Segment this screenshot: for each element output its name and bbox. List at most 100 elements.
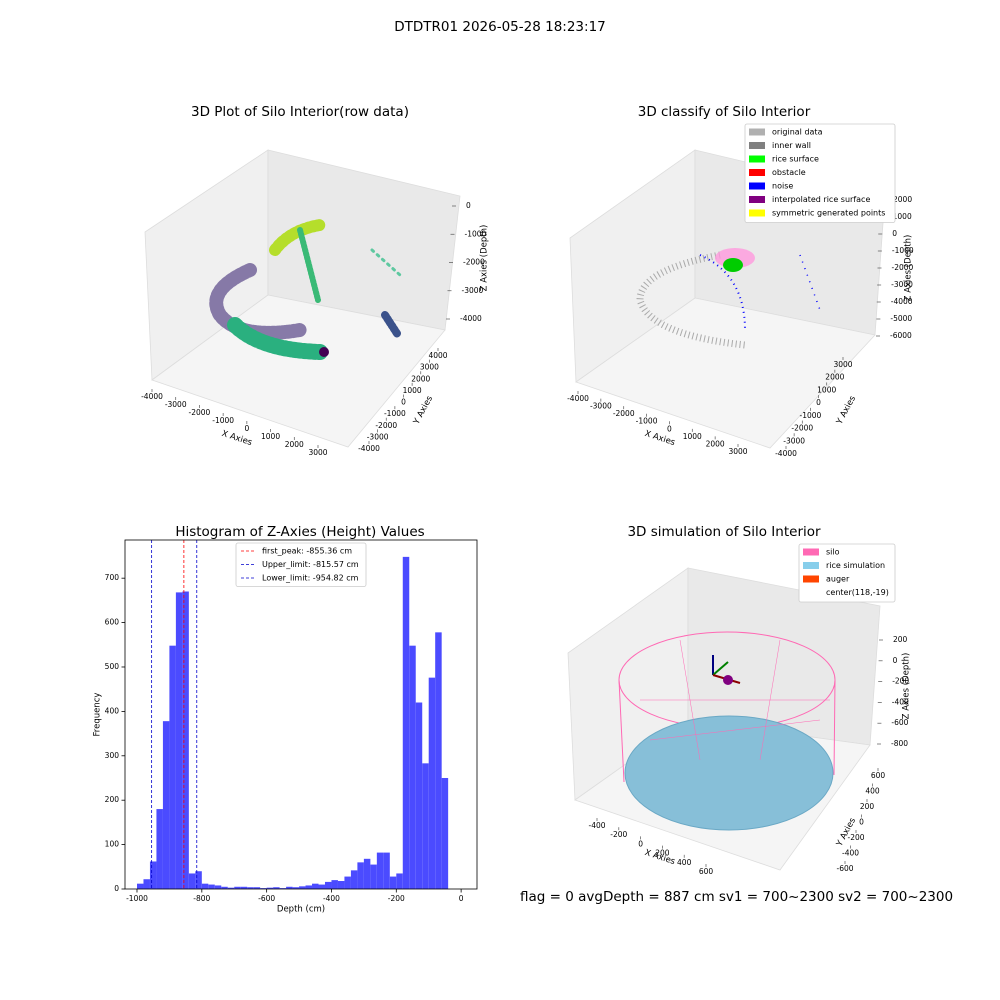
legend-label: original data: [772, 128, 823, 137]
y-axis-label: Frequency: [93, 693, 103, 737]
z-axis-label: Z Axies (Depth): [480, 225, 490, 292]
z-tick-label: -600: [891, 718, 908, 727]
y-tick-label: 700: [105, 573, 120, 582]
bar: [389, 876, 397, 889]
bar: [318, 884, 325, 889]
y-tick-label: -2000: [791, 424, 813, 433]
footer: flag = 0 avgDepth = 887 cm sv1 = 700~230…: [520, 889, 953, 905]
z-tick-label: -2000: [892, 263, 914, 272]
bar: [175, 592, 183, 889]
bar: [409, 645, 416, 889]
legend-label: first_peak: -855.36 cm: [262, 547, 352, 556]
z-tick-label: -200: [892, 677, 909, 686]
bar: [260, 888, 267, 889]
x-tick-label: -3000: [590, 402, 612, 411]
legend-label: symmetric generated points: [772, 209, 885, 218]
legend-swatch: [749, 142, 765, 149]
x-tick-label: -400: [323, 894, 340, 903]
bar: [273, 887, 280, 889]
legend-label: rice surface: [772, 155, 819, 164]
y-tick-label: -1000: [384, 409, 406, 418]
x-axis-label: Depth (cm): [277, 905, 325, 915]
bar: [253, 887, 261, 889]
y-tick-label: 500: [105, 662, 120, 671]
bar: [286, 886, 293, 889]
z-axis-label: Z Axies (Depth): [904, 235, 914, 302]
bar: [188, 873, 196, 889]
z-tick-label: -800: [891, 739, 908, 748]
legend-swatch: [749, 196, 765, 203]
y-tick-label: 2000: [411, 374, 430, 383]
chart-title: 3D Plot of Silo Interior(row data): [191, 104, 409, 120]
bar: [279, 888, 287, 889]
legend-label: silo: [826, 548, 840, 557]
x-tick-label: -3000: [165, 400, 187, 409]
z-tick-label: -3000: [462, 286, 484, 295]
y-axis-label: Y Axies: [411, 394, 435, 427]
legend-label: Lower_limit: -954.82 cm: [262, 574, 359, 583]
x-tick-label: -2000: [613, 409, 635, 418]
z-tick-label: 1000: [893, 212, 912, 221]
bar: [195, 871, 202, 889]
x-tick-label: 0: [667, 424, 672, 433]
legend-label: rice simulation: [826, 561, 885, 570]
y-tick-label: 100: [105, 840, 120, 849]
bar: [441, 777, 449, 889]
bar: [402, 556, 410, 889]
y-tick-label: 200: [105, 795, 120, 804]
legend-label: obstacle: [772, 168, 806, 177]
bar: [312, 883, 319, 889]
x-tick-label: -400: [588, 821, 605, 830]
z-tick-label: 2000: [893, 195, 912, 204]
x-tick-label: 1000: [261, 432, 280, 441]
bar: [396, 873, 403, 889]
panes: [569, 149, 886, 449]
legend-label: center(118,-19): [826, 588, 889, 597]
bar: [350, 870, 358, 889]
legend-label: auger: [826, 575, 850, 584]
figure-title: DTDTR01 2026-05-28 18:23:17: [394, 19, 606, 35]
chart-title: Histogram of Z-Axies (Height) Values: [175, 524, 424, 540]
x-tick-label: -1000: [126, 894, 148, 903]
legend-swatch: [803, 548, 819, 556]
bar: [435, 632, 442, 889]
plot-frame: [124, 539, 478, 890]
bar: [292, 887, 300, 889]
y-tick-label: -4000: [358, 444, 380, 453]
x-tick-label: -4000: [141, 392, 163, 401]
silo-model: [618, 631, 836, 831]
bar: [331, 880, 338, 889]
bar: [162, 721, 170, 889]
bar: [324, 881, 332, 889]
y-tick-label: -4000: [775, 449, 797, 458]
bar: [149, 861, 157, 889]
bar: [169, 645, 176, 889]
x-tick-label: 3000: [728, 447, 747, 456]
bar: [221, 886, 228, 889]
y-tick-label: -1000: [800, 411, 822, 420]
x-tick-label: -200: [388, 894, 405, 903]
z-tick-label: 0: [893, 656, 898, 665]
x-tick-label: -800: [193, 894, 210, 903]
bar: [422, 763, 429, 889]
y-tick-label: -2000: [375, 421, 397, 430]
z-axis-label: Z Axies (Depth): [902, 653, 912, 720]
bar: [136, 883, 144, 889]
legend-label: interpolated rice surface: [772, 195, 870, 204]
bar: [305, 885, 313, 889]
x-tick-label: -2000: [189, 408, 211, 417]
bar: [201, 883, 209, 889]
legend-swatch: [749, 128, 765, 136]
y-tick-label: -200: [847, 833, 864, 842]
point-cloud: [209, 219, 402, 360]
x-tick-label: 2000: [706, 439, 725, 448]
x-tick-label: -1000: [636, 417, 658, 426]
x-tick-label: 200: [655, 849, 670, 858]
legend-box: [744, 123, 896, 223]
x-tick-label: -1000: [212, 416, 234, 425]
legend-label: noise: [772, 182, 793, 191]
y-tick-label: 600: [871, 771, 886, 780]
x-tick-label: 1000: [683, 432, 702, 441]
legend-swatch: [749, 182, 765, 190]
